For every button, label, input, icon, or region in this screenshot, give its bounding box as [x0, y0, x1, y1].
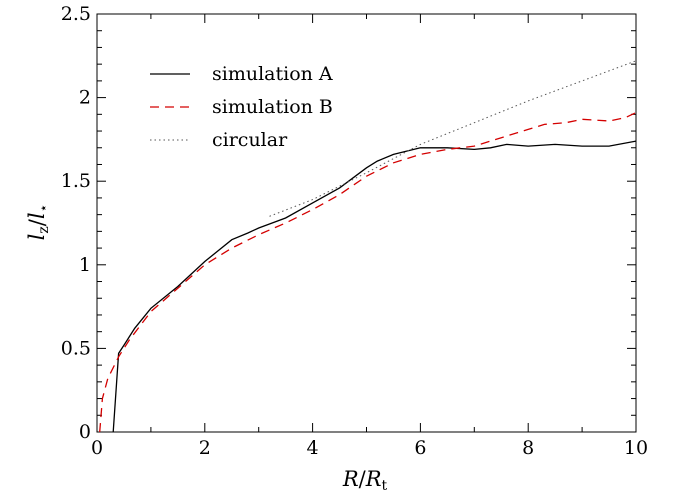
legend-label: simulation B	[212, 96, 333, 118]
y-tick-label: 1	[79, 254, 91, 276]
x-tick-label: 2	[199, 437, 211, 459]
x-label-denom: R	[365, 467, 382, 491]
y-label-denom: l	[25, 212, 49, 219]
x-label-main: R	[342, 467, 359, 491]
x-tick-label: 8	[522, 437, 534, 459]
series-line-simulation-a	[112, 140, 637, 433]
ticks	[96, 13, 637, 433]
series-line-simulation-b	[99, 112, 637, 433]
x-tick-label: 10	[624, 437, 648, 459]
tick-labels: 0 2 4 6 8 10 0 0.5 1 1.5 2 2.5	[61, 3, 648, 459]
y-tick-label: 0	[79, 421, 91, 443]
x-tick-label: 4	[307, 437, 319, 459]
y-label-main-sub: z	[36, 226, 52, 233]
y-label-main: l	[25, 234, 49, 241]
x-tick-label: 6	[414, 437, 426, 459]
y-tick-label: 1.5	[61, 170, 91, 192]
y-label-slash: /	[25, 218, 49, 226]
y-tick-label: 2.5	[61, 3, 91, 25]
plot-frame	[96, 13, 637, 433]
legend-label: simulation A	[212, 63, 333, 85]
y-label-denom-sub: ⋆	[36, 204, 52, 213]
series-lines	[99, 60, 637, 433]
legend-label: circular	[212, 129, 288, 151]
y-axis-label: lz/l⋆	[25, 204, 52, 241]
y-tick-label: 0.5	[61, 337, 91, 359]
x-axis-label: R/Rt	[342, 467, 388, 494]
legend: simulation A simulation B circular	[150, 63, 333, 151]
x-tick-label: 0	[91, 437, 103, 459]
x-label-slash: /	[359, 467, 367, 491]
y-tick-label: 2	[79, 87, 91, 109]
x-label-denom-sub: t	[382, 478, 388, 494]
